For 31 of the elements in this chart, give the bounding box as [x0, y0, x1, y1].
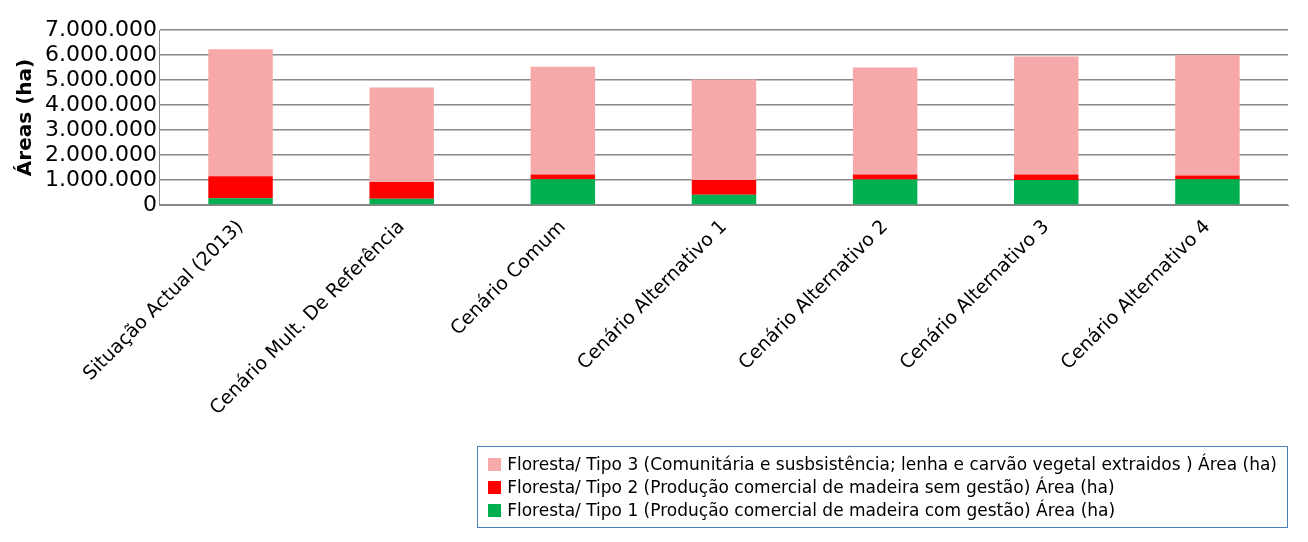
bar [691, 79, 757, 180]
bar [530, 179, 596, 205]
bar [852, 179, 918, 205]
y-tick-label: 4.000.000 [45, 90, 157, 116]
legend-label: Floresta/ Tipo 2 (Produção comercial de madeira sem gestão) Área (ha) [507, 477, 1115, 497]
bar [1014, 180, 1079, 205]
bar [691, 194, 757, 205]
y-tick-label: 6.000.000 [45, 40, 157, 66]
y-tick-label: 0 [142, 190, 157, 216]
y-tick-label: 5.000.000 [45, 65, 157, 91]
y-axis-title: Áreas (ha) [12, 58, 37, 177]
legend-label: Floresta/ Tipo 1 (Produção comercial de madeira com gestão) Área (ha) [507, 500, 1116, 520]
bar [1175, 179, 1240, 205]
bar [1175, 55, 1240, 176]
bar [530, 66, 596, 175]
bar [208, 49, 273, 177]
y-tick-label: 1.000.000 [45, 165, 157, 191]
bar [369, 182, 434, 199]
bar [1014, 174, 1079, 180]
bar [852, 67, 918, 175]
bar [1014, 56, 1079, 175]
bar [208, 176, 273, 199]
bar [691, 180, 757, 195]
y-tick-label: 7.000.000 [45, 15, 157, 41]
y-tick-label: 3.000.000 [45, 115, 157, 141]
bar [208, 198, 273, 205]
legend-label: Floresta/ Tipo 3 (Comunitária e susbsistência; lenha e carvão vegetal extraidos ) Área (ha) [507, 454, 1277, 474]
bar [369, 198, 434, 205]
bar [852, 174, 918, 180]
y-tick-label: 2.000.000 [45, 140, 157, 166]
bar [369, 87, 434, 182]
